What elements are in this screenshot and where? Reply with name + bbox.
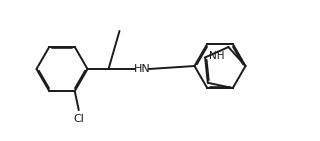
Text: HN: HN: [134, 64, 150, 74]
Text: Cl: Cl: [73, 114, 84, 124]
Text: NH: NH: [209, 51, 225, 61]
